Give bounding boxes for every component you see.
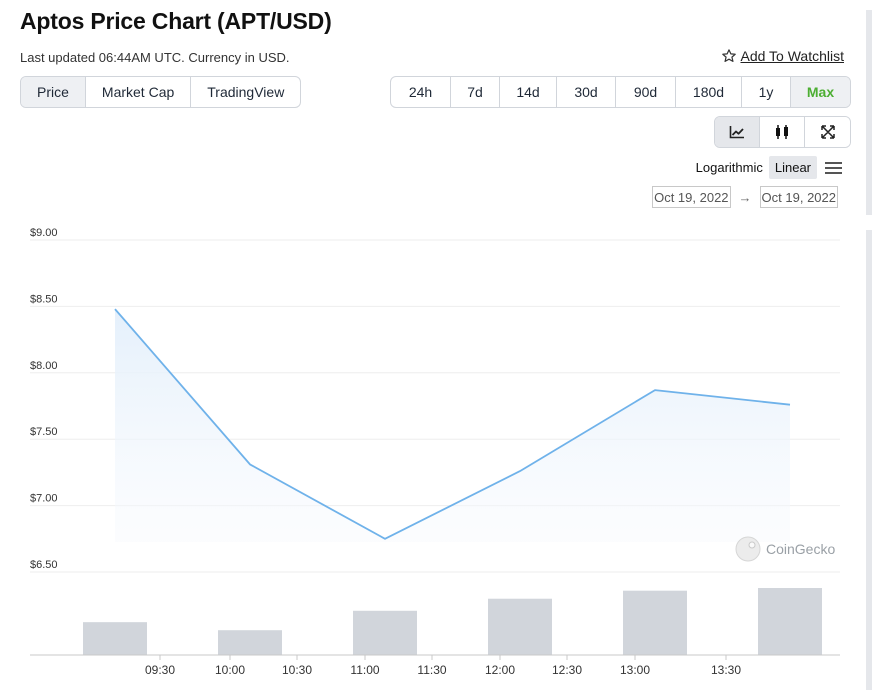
range-24h[interactable]: 24h xyxy=(391,77,451,107)
y-tick-label: $7.50 xyxy=(30,426,58,438)
y-tick-label: $6.50 xyxy=(30,559,58,571)
x-tick-label: 12:00 xyxy=(485,663,515,677)
range-180d[interactable]: 180d xyxy=(676,77,742,107)
view-tabs: Price Market Cap TradingView xyxy=(20,76,302,108)
x-tick-label: 10:00 xyxy=(215,663,245,677)
x-tick-label: 10:30 xyxy=(282,663,312,677)
range-1y[interactable]: 1y xyxy=(742,77,791,107)
volume-bar xyxy=(623,590,687,655)
last-updated-text: Last updated 06:44AM UTC. Currency in US… xyxy=(20,50,290,65)
hamburger-menu-icon[interactable] xyxy=(825,161,842,174)
x-tick-label: 11:00 xyxy=(350,663,379,677)
scrollbar-track-bottom xyxy=(866,230,872,690)
date-from-input[interactable]: Oct 19, 2022 xyxy=(652,186,731,208)
time-range-tabs: 24h 7d 14d 30d 90d 180d 1y Max xyxy=(390,76,851,108)
date-arrow-icon: → xyxy=(738,189,752,205)
range-7d[interactable]: 7d xyxy=(451,77,500,107)
x-tick-label: 09:30 xyxy=(145,663,175,677)
y-tick-label: $9.00 xyxy=(30,227,58,239)
x-tick-label: 11:30 xyxy=(417,663,446,677)
tab-tradingview[interactable]: TradingView xyxy=(207,84,285,100)
scale-logarithmic[interactable]: Logarithmic xyxy=(695,160,763,175)
volume-bar xyxy=(83,622,147,655)
range-14d[interactable]: 14d xyxy=(500,77,557,107)
chart-type-buttons xyxy=(714,116,851,148)
volume-bar xyxy=(353,610,417,655)
y-tick-label: $8.00 xyxy=(30,360,58,372)
range-90d[interactable]: 90d xyxy=(616,77,676,107)
star-icon xyxy=(721,49,736,62)
y-tick-label: $8.50 xyxy=(30,293,58,305)
add-to-watchlist-button[interactable]: Add To Watchlist xyxy=(721,48,845,64)
line-chart-button[interactable] xyxy=(715,117,760,147)
scrollbar-track-top xyxy=(866,10,872,215)
x-tick-label: 13:00 xyxy=(620,663,650,677)
fullscreen-icon xyxy=(820,125,835,139)
line-chart-icon xyxy=(729,126,744,139)
candlestick-button[interactable] xyxy=(760,117,805,147)
watermark-label: CoinGecko xyxy=(766,541,835,557)
fullscreen-button[interactable] xyxy=(805,117,850,147)
add-to-watchlist-label: Add To Watchlist xyxy=(740,48,845,64)
date-range: Oct 19, 2022 → Oct 19, 2022 xyxy=(652,186,838,208)
x-tick-label: 13:30 xyxy=(711,663,741,677)
candlestick-icon xyxy=(776,125,788,139)
price-line xyxy=(114,308,791,540)
coingecko-watermark: CoinGecko xyxy=(735,536,835,562)
page-title: Aptos Price Chart (APT/USD) xyxy=(20,8,332,34)
volume-bar xyxy=(218,630,282,655)
volume-bar xyxy=(488,598,552,655)
coingecko-logo-icon xyxy=(735,536,761,562)
tab-market-cap[interactable]: Market Cap xyxy=(86,77,192,107)
date-to-input[interactable]: Oct 19, 2022 xyxy=(759,186,838,208)
scale-linear[interactable]: Linear xyxy=(768,156,817,179)
volume-bar xyxy=(758,588,822,655)
y-tick-label: $7.00 xyxy=(30,493,58,505)
range-30d[interactable]: 30d xyxy=(557,77,616,107)
tab-price[interactable]: Price xyxy=(21,77,86,107)
range-max[interactable]: Max xyxy=(791,77,850,107)
x-tick-label: 12:30 xyxy=(552,663,582,677)
scale-toggle: Logarithmic Linear xyxy=(690,156,842,179)
